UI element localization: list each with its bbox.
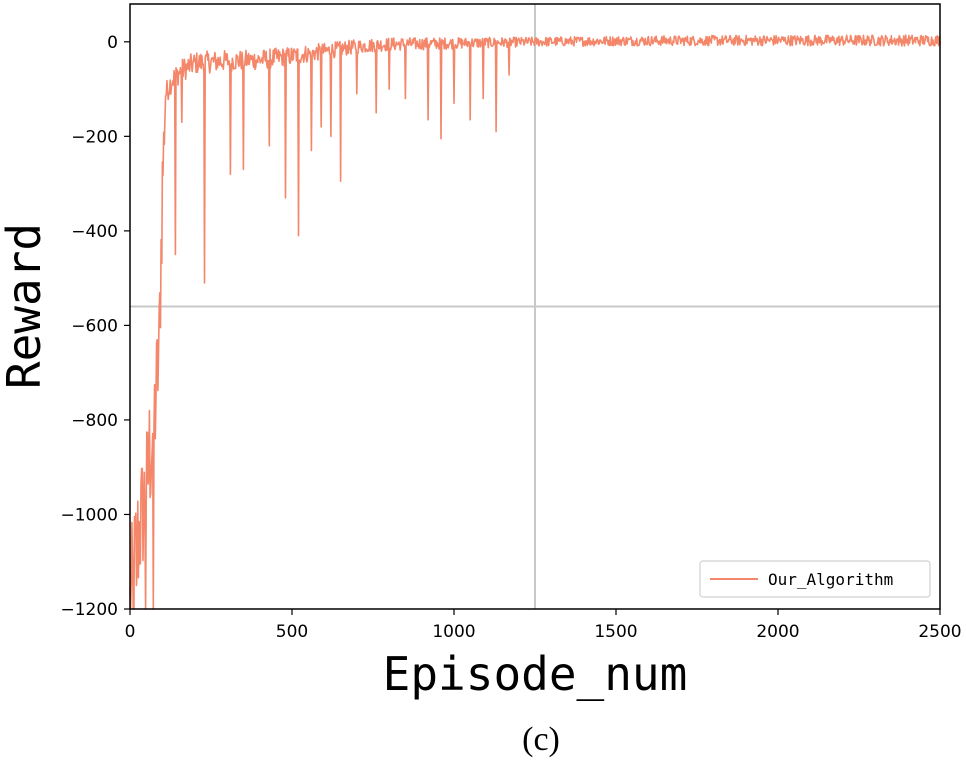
legend-box xyxy=(699,560,931,598)
y-tick-label: −1000 xyxy=(60,505,118,525)
series-line-our-algorithm xyxy=(129,34,941,610)
y-tick-label: −800 xyxy=(71,411,118,431)
figure-caption: (c) xyxy=(522,721,560,758)
y-axis-ticks: 0 −200 −400 −600 −800 −1000 −1200 xyxy=(60,33,130,620)
x-axis-title: Episode_num xyxy=(383,647,688,701)
y-tick-label: −400 xyxy=(71,222,118,242)
x-tick-label: 1000 xyxy=(432,622,475,642)
x-tick-label: 2500 xyxy=(918,622,961,642)
x-tick-label: 500 xyxy=(276,622,308,642)
x-tick-label: 2000 xyxy=(756,622,799,642)
legend-label-our-algorithm: Our_Algorithm xyxy=(768,570,893,589)
plot-frame xyxy=(129,3,941,610)
y-tick-label: −200 xyxy=(71,127,118,147)
x-tick-label: 0 xyxy=(125,622,136,642)
y-tick-label: −600 xyxy=(71,316,118,336)
x-axis-ticks: 0 500 1000 1500 2000 2500 xyxy=(125,609,962,642)
x-tick-label: 1500 xyxy=(594,622,637,642)
y-tick-label: −1200 xyxy=(60,600,118,620)
y-tick-label: 0 xyxy=(107,33,118,53)
legend: Our_Algorithm xyxy=(699,560,931,598)
y-axis-title: Reward xyxy=(0,223,51,389)
crosshair-lines xyxy=(130,4,940,609)
